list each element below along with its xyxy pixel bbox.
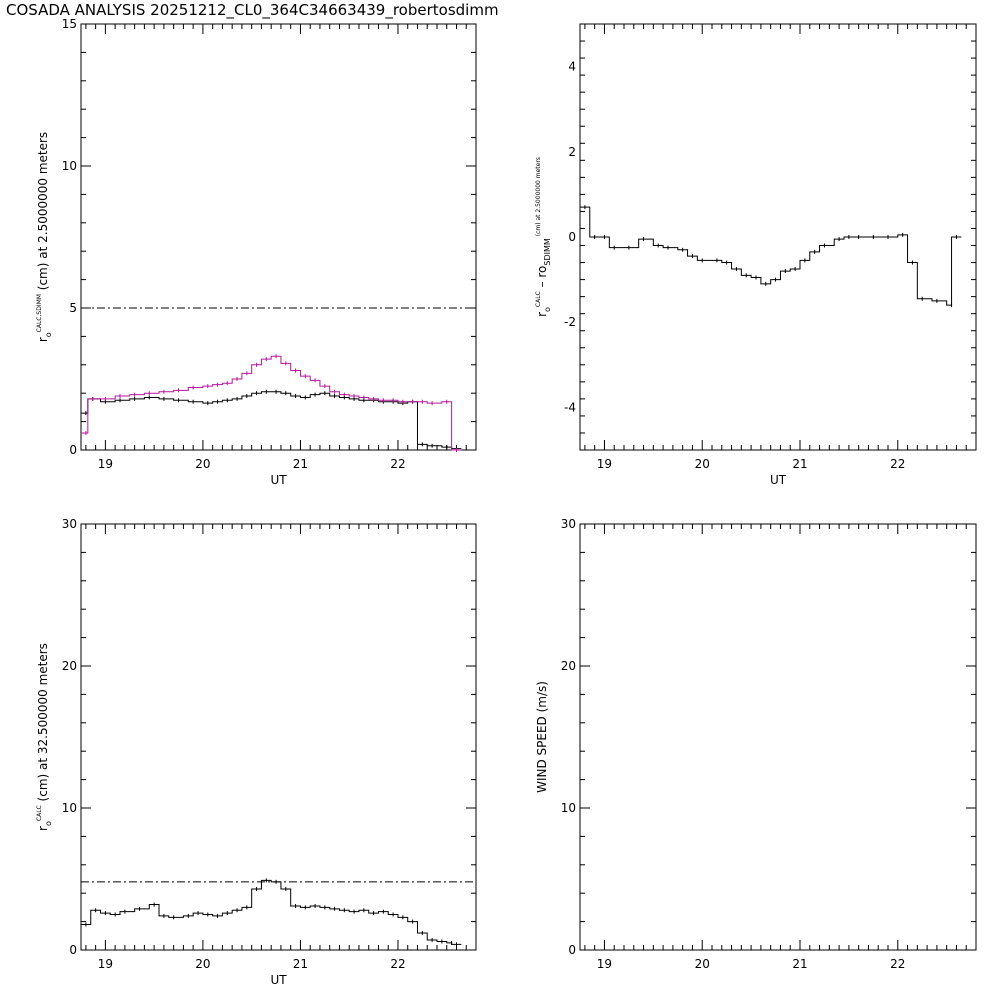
x-tick-label: 20 — [195, 957, 210, 971]
x-tick-label: 22 — [890, 957, 905, 971]
y-axis-label: roCALC – roSDIMM (cm) at 2.5000000 meter… — [535, 157, 552, 317]
x-tick-label: 21 — [293, 457, 308, 471]
x-axis-label: UT — [270, 473, 287, 487]
x-tick-label: 19 — [98, 457, 113, 471]
x-axis-label: UT — [770, 473, 787, 487]
y-label-text: r — [36, 337, 50, 342]
y-tick-label: 0 — [69, 943, 77, 957]
y-tick-label: 5 — [69, 301, 77, 315]
x-tick-label: 20 — [195, 457, 210, 471]
y-tick-label: 30 — [561, 517, 576, 531]
plot-frame — [579, 523, 977, 951]
y-label-text: (cm) at 32.500000 meters — [36, 643, 50, 805]
y-tick-label: 10 — [62, 159, 77, 173]
y-label-text: r — [36, 826, 50, 831]
y-tick-label: 30 — [62, 517, 77, 531]
series-line-1 — [81, 355, 462, 451]
y-label-superscript: CALC — [36, 805, 43, 821]
y-tick-label: 2 — [568, 145, 576, 159]
x-tick-label: 20 — [695, 457, 710, 471]
y-label-text: r — [535, 312, 549, 317]
y-label-text: (cm) at 2.5000000 meters — [36, 132, 50, 294]
x-axis-label: UT — [270, 973, 287, 987]
page-title: COSADA ANALYSIS 20251212_CL0_364C3466343… — [6, 1, 499, 19]
y-tick-label: 0 — [568, 943, 576, 957]
y-label-text: – r — [535, 273, 549, 292]
y-tick-label: -2 — [564, 315, 576, 329]
y-label-superscript: CALC — [535, 291, 542, 307]
y-label-subscript: o — [543, 307, 552, 312]
y-tick-label: 4 — [568, 60, 576, 74]
x-tick-label: 21 — [792, 457, 807, 471]
panel-ro-calc-32.5m: 19 20 21 22 UT 0 10 20 30 roCALC (cm) at 32.50000… — [36, 517, 477, 987]
x-tick-label: 20 — [695, 957, 710, 971]
y-label-superscript: (cm) at 2.5000000 meters — [535, 157, 542, 238]
series-line-0 — [81, 391, 462, 450]
panel-ro-calc-sdimm-2.5m: 19 20 21 22 UT 0 5 10 15 roCALC,SDIMM (cm) at 2.5… — [36, 17, 477, 487]
plot-frame — [80, 23, 477, 451]
series-line-0 — [580, 206, 962, 306]
x-tick-label: 19 — [98, 957, 113, 971]
x-tick-label: 19 — [597, 457, 612, 471]
y-axis-label: WIND SPEED (m/s) — [535, 681, 549, 793]
y-tick-label: 0 — [568, 230, 576, 244]
x-tick-label: 22 — [390, 957, 405, 971]
y-tick-label: 15 — [62, 17, 77, 31]
y-axis-label: roCALC (cm) at 32.500000 meters — [36, 643, 53, 831]
panel-wind-speed: 19 20 21 22 0 10 20 30 WIND SPEED (m/s) — [535, 517, 977, 971]
plot-frame — [80, 523, 477, 951]
y-label-text: o — [535, 266, 549, 273]
y-tick-label: -4 — [564, 400, 576, 414]
x-tick-label: 21 — [792, 957, 807, 971]
y-axis-label: roCALC,SDIMM (cm) at 2.5000000 meters — [36, 132, 53, 342]
y-label-superscript: CALC,SDIMM — [36, 294, 43, 332]
plot-frame — [579, 23, 977, 451]
y-tick-label: 10 — [62, 801, 77, 815]
series-line-0 — [81, 879, 462, 945]
y-tick-label: 20 — [561, 659, 576, 673]
y-tick-label: 0 — [69, 443, 77, 457]
y-label-subscript: o — [44, 332, 53, 337]
x-tick-label: 19 — [597, 957, 612, 971]
x-tick-label: 22 — [890, 457, 905, 471]
y-label-subscript: o — [44, 821, 53, 826]
x-tick-label: 22 — [390, 457, 405, 471]
y-label-subscript: SDIMM — [543, 238, 552, 266]
y-tick-label: 20 — [62, 659, 77, 673]
y-tick-label: 10 — [561, 801, 576, 815]
x-tick-label: 21 — [293, 957, 308, 971]
